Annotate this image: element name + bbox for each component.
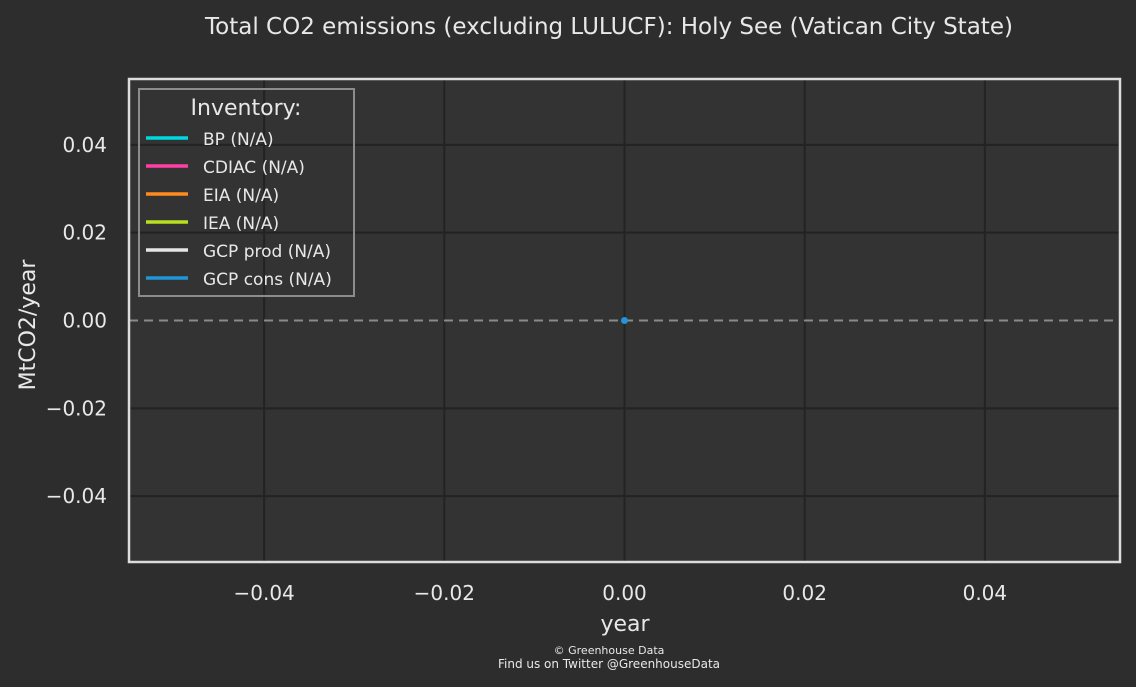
legend-entry-label: GCP prod (N/A) (203, 242, 331, 262)
y-tick-label: 0.02 (62, 221, 107, 245)
y-gridlines (129, 143, 1120, 498)
y-tick-label: 0.00 (62, 309, 107, 333)
series-point (621, 317, 628, 324)
y-tick-label: −0.04 (46, 484, 107, 508)
legend-entry-label: EIA (N/A) (203, 186, 279, 206)
legend-entry-label: GCP cons (N/A) (203, 270, 332, 290)
x-axis-label: year (600, 612, 650, 637)
footer-copyright: © Greenhouse Data (554, 644, 665, 657)
series-marks (621, 317, 628, 324)
x-tick-label: −0.04 (233, 581, 294, 605)
y-tick-label: −0.02 (46, 396, 107, 420)
plot-frame (127, 77, 1122, 564)
legend-entries: BP (N/A) CDIAC (N/A) EIA (N/A) IEA (N/A) GCP… (146, 130, 332, 290)
footer-twitter: Find us on Twitter @GreenhouseData (498, 657, 720, 671)
x-tick-label: 0.04 (963, 581, 1008, 605)
x-tick-labels: −0.04 −0.02 0.00 0.02 0.04 (233, 581, 1007, 605)
y-axis-label: MtCO2/year (16, 259, 41, 391)
legend-title: Inventory: (191, 96, 302, 121)
x-tick-label: −0.02 (414, 581, 475, 605)
legend-box (138, 88, 355, 297)
chart-title: Total CO2 emissions (excluding LULUCF): … (204, 14, 1013, 40)
y-tick-labels: −0.04 −0.02 0.00 0.02 0.04 (46, 133, 107, 508)
x-tick-label: 0.02 (782, 581, 827, 605)
legend-entry-label: BP (N/A) (203, 130, 274, 150)
x-tick-label: 0.00 (602, 581, 647, 605)
legend-entry-label: CDIAC (N/A) (203, 158, 305, 178)
y-tick-label: 0.04 (62, 133, 107, 157)
legend-entry-label: IEA (N/A) (203, 214, 279, 234)
legend: Inventory: BP (N/A) CDIAC (N/A) EIA (N/A) I… (138, 88, 355, 297)
